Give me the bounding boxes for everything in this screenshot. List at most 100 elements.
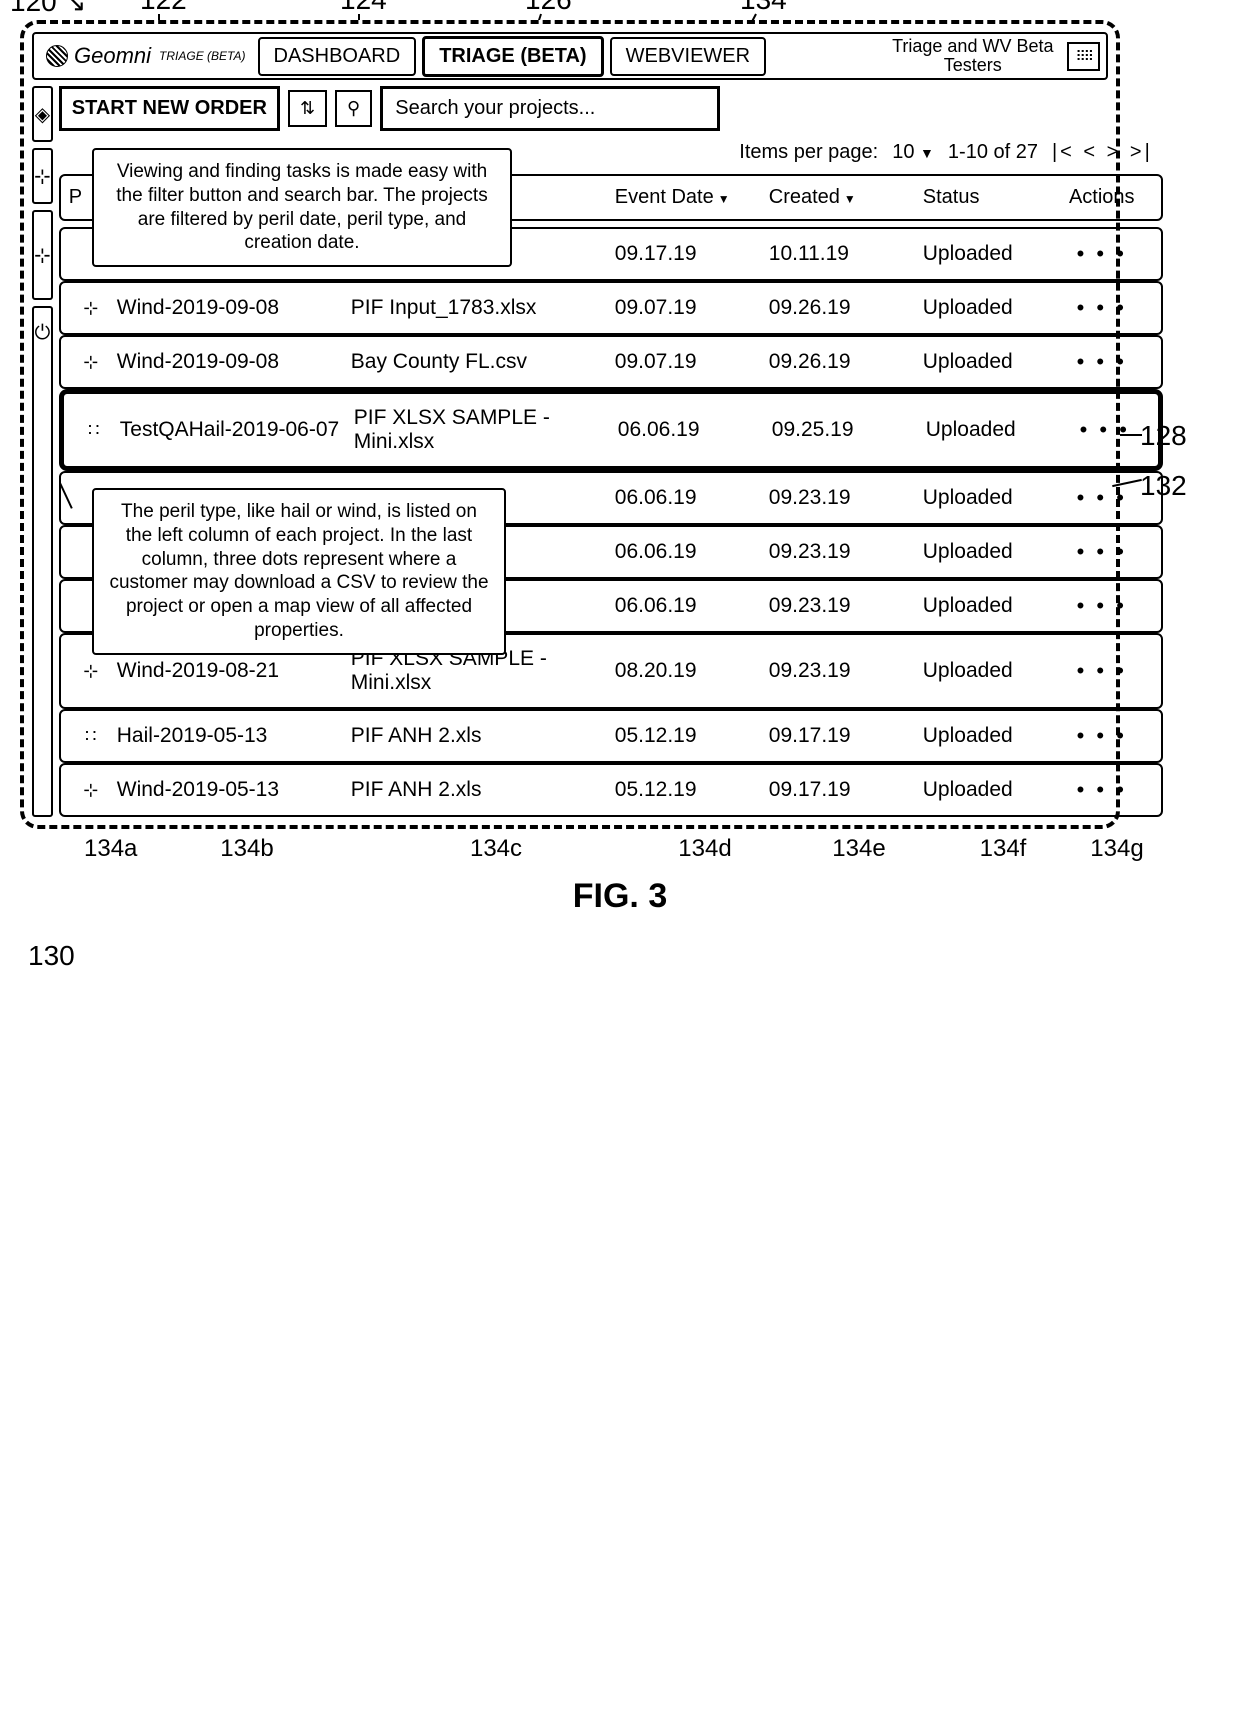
row-actions-button[interactable]: • • • [1057, 723, 1147, 749]
chevron-down-icon: ▼ [920, 145, 934, 161]
topbar: Geomni TRIAGE (BETA) DASHBOARD TRIAGE (B… [32, 32, 1108, 80]
cell-file: PIF ANH 2.xls [351, 724, 611, 748]
col-label-f: 134f [938, 835, 1068, 863]
peril-type-icon: ⊹ [69, 298, 113, 319]
peril-type-icon: ⊹ [69, 352, 113, 373]
th-status: Status [923, 186, 1053, 209]
cell-event-date: 08.20.19 [615, 659, 765, 683]
row-actions-button[interactable]: • • • [1057, 485, 1147, 511]
callout-122: 122 [140, 0, 187, 16]
brand-logo-icon [46, 45, 68, 67]
pager-arrows[interactable]: |< < > >| [1052, 141, 1153, 164]
sparkle-icon: ⊹ [34, 243, 51, 268]
start-new-order-button[interactable]: START NEW ORDER [59, 86, 280, 131]
row-actions-button[interactable]: • • • [1057, 593, 1147, 619]
cell-status: Uploaded [923, 242, 1053, 266]
table-row[interactable]: ∷Hail-2019-05-13PIF ANH 2.xls05.12.1909.… [59, 709, 1163, 763]
cell-status: Uploaded [923, 540, 1053, 564]
tab-triage[interactable]: TRIAGE (BETA) [422, 36, 603, 77]
row-actions-button[interactable]: • • • [1060, 417, 1150, 443]
cell-status: Uploaded [923, 296, 1053, 320]
app-window: Geomni TRIAGE (BETA) DASHBOARD TRIAGE (B… [20, 20, 1120, 829]
tooltip-columns-help: The peril type, like hail or wind, is li… [92, 488, 506, 655]
brand-name: Geomni [74, 43, 151, 69]
th-event-date[interactable]: Event Date▼ [615, 186, 765, 209]
search-icon: ⚲ [335, 90, 372, 127]
sort-icon: ▼ [844, 192, 856, 206]
row-actions-button[interactable]: • • • [1057, 349, 1147, 375]
cell-status: Uploaded [923, 778, 1053, 802]
cell-created: 09.26.19 [769, 296, 919, 320]
power-icon: ⏻ [34, 322, 50, 345]
brand-sub: TRIAGE (BETA) [159, 49, 245, 63]
cell-created: 09.23.19 [769, 540, 919, 564]
sidebar-item-2[interactable]: ⊹ [32, 148, 53, 204]
peril-type-icon: ∷ [69, 726, 113, 747]
cell-name: Wind-2019-08-21 [117, 659, 347, 683]
callout-124: 124 [340, 0, 387, 16]
cell-created: 09.25.19 [772, 418, 922, 442]
callout-120: 120 [10, 0, 57, 17]
th-actions: Actions [1057, 186, 1147, 209]
cell-created: 10.11.19 [769, 242, 919, 266]
cell-file: Bay County FL.csv [351, 350, 611, 374]
cell-name: Wind-2019-09-08 [117, 350, 347, 374]
col-label-d: 134d [630, 835, 780, 863]
callout-130: 130 [28, 940, 75, 972]
sidebar-item-3[interactable]: ⊹ [32, 210, 53, 300]
peril-type-icon: ⊹ [69, 661, 113, 682]
callout-134: 134 [740, 0, 787, 16]
cell-name: TestQAHail-2019-06-07 [120, 418, 350, 442]
th-created[interactable]: Created▼ [769, 186, 919, 209]
sort-icon: ▼ [718, 192, 730, 206]
tooltip-filter-help: Viewing and finding tasks is made easy w… [92, 148, 512, 267]
sidebar-item-4[interactable]: ⏻ [32, 306, 53, 817]
table-row[interactable]: ⊹Wind-2019-09-08Bay County FL.csv09.07.1… [59, 335, 1163, 389]
col-label-b: 134b [132, 835, 362, 863]
items-per-page-label: Items per page: [739, 141, 878, 164]
cell-name: Wind-2019-05-13 [117, 778, 347, 802]
table-row[interactable]: ⊹Wind-2019-09-08PIF Input_1783.xlsx09.07… [59, 281, 1163, 335]
filter-button[interactable]: ⇅ [288, 90, 327, 127]
row-actions-button[interactable]: • • • [1057, 539, 1147, 565]
cell-event-date: 05.12.19 [615, 724, 765, 748]
table-row[interactable]: ⊹Wind-2019-05-13PIF ANH 2.xls05.12.1909.… [59, 763, 1163, 817]
callout-126: 126 [525, 0, 572, 16]
callout-132: 132 [1140, 470, 1187, 502]
peril-type-icon: ⊹ [69, 780, 113, 801]
table-row[interactable]: ∷TestQAHail-2019-06-07PIF XLSX SAMPLE - … [59, 389, 1163, 471]
diamond-icon: ◈ [35, 102, 50, 127]
cell-event-date: 05.12.19 [615, 778, 765, 802]
cell-event-date: 09.17.19 [615, 242, 765, 266]
toolbar: START NEW ORDER ⇅ ⚲ Search your projects… [59, 86, 1163, 131]
row-actions-button[interactable]: • • • [1057, 241, 1147, 267]
cell-created: 09.17.19 [769, 778, 919, 802]
brand: Geomni TRIAGE (BETA) [40, 43, 252, 69]
cell-name: Wind-2019-09-08 [117, 296, 347, 320]
row-actions-button[interactable]: • • • [1057, 658, 1147, 684]
cell-created: 09.23.19 [769, 659, 919, 683]
cell-created: 09.26.19 [769, 350, 919, 374]
cell-status: Uploaded [923, 594, 1053, 618]
cell-event-date: 06.06.19 [615, 594, 765, 618]
apps-grid-icon[interactable]: ⠿⠿ [1067, 42, 1100, 71]
cell-event-date: 06.06.19 [615, 486, 765, 510]
items-per-page-value[interactable]: 10 ▼ [892, 141, 934, 164]
page-range: 1-10 of 27 [948, 141, 1038, 164]
row-actions-button[interactable]: • • • [1057, 777, 1147, 803]
cell-event-date: 06.06.19 [618, 418, 768, 442]
peril-type-icon: ∷ [72, 420, 116, 441]
tab-webviewer[interactable]: WEBVIEWER [610, 37, 766, 76]
sparkle-icon: ⊹ [34, 164, 51, 189]
cell-status: Uploaded [926, 418, 1056, 442]
cell-status: Uploaded [923, 659, 1053, 683]
search-input[interactable]: Search your projects... [380, 86, 720, 131]
col-label-a: 134a [84, 835, 128, 863]
sidebar-item-1[interactable]: ◈ [32, 86, 53, 142]
tab-dashboard[interactable]: DASHBOARD [258, 37, 417, 76]
col-label-g: 134g [1072, 835, 1162, 863]
row-actions-button[interactable]: • • • [1057, 295, 1147, 321]
cell-created: 09.23.19 [769, 594, 919, 618]
cell-created: 09.17.19 [769, 724, 919, 748]
cell-file: PIF ANH 2.xls [351, 778, 611, 802]
